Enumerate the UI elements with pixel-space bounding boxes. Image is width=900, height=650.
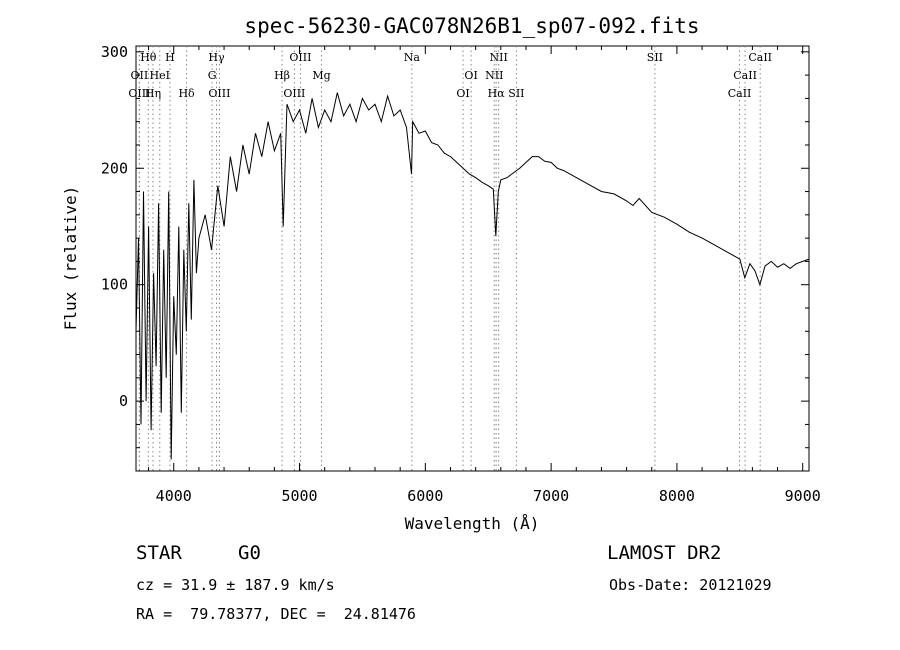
x-tick-label: 7000 [533,487,569,505]
line-marker-label: SII [647,51,663,64]
spectrum-series [135,92,810,460]
x-tick-label: 8000 [659,487,695,505]
line-marker-label: OIII [283,87,305,100]
y-tick-label: 300 [101,43,128,61]
line-marker-label: Na [404,51,421,64]
x-tick-label: 4000 [156,487,192,505]
line-marker-label: HeI [150,69,170,82]
line-marker-label: Hβ [274,69,290,82]
line-marker-label: Hθ [140,51,157,64]
line-marker-label: OIII [128,87,150,100]
x-tick-label: 9000 [785,487,821,505]
line-marker-label: G [208,69,217,82]
obs-date: Obs-Date: 20121029 [609,576,772,594]
line-marker-label: Mg [312,69,330,82]
chart-title: spec-56230-GAC078N26B1_sp07-092.fits [244,14,699,38]
line-marker-label: OI [464,69,477,82]
object-class: STAR [136,542,182,564]
line-marker-label: SII [508,87,524,100]
axis-ticks: 4000 5000 6000 7000 8000 9000 0 100 200 300 [101,43,821,505]
line-marker-label: CaII [728,87,752,100]
line-marker-label: Hγ [208,51,225,64]
coordinates: RA = 79.78377, DEC = 24.81476 [136,605,416,623]
spectrum-line-0 [135,92,810,460]
x-axis-label: Wavelength (Å) [405,514,540,533]
x-tick-label: 6000 [407,487,443,505]
redshift-cz: cz = 31.9 ± 187.9 km/s [136,576,335,594]
line-marker-label: CaII [748,51,772,64]
y-tick-label: 100 [101,276,128,294]
line-marker-label: NII [485,69,503,82]
line-marker-label: H [165,51,175,64]
y-tick-label: 0 [119,392,128,410]
line-marker-label: Hδ [178,87,195,100]
line-marker-label: OI [456,87,469,100]
line-marker-label: OIII [208,87,230,100]
line-markers: HθOIIOIIIHHeIHηHγGHδOIIIOIIIHβMgOIIINaNI… [128,46,772,471]
y-axis-label: Flux (relative) [61,186,80,331]
line-marker-label: CaII [733,69,757,82]
line-marker-label: NII [490,51,508,64]
line-marker-label: Hη [145,87,161,100]
object-subclass: G0 [238,542,261,564]
x-tick-label: 5000 [281,487,317,505]
line-marker-label: Hα [488,87,506,100]
y-tick-label: 200 [101,159,128,177]
plot-frame [135,45,810,472]
survey-label: LAMOST DR2 [607,542,722,564]
line-marker-label: OIII [289,51,311,64]
